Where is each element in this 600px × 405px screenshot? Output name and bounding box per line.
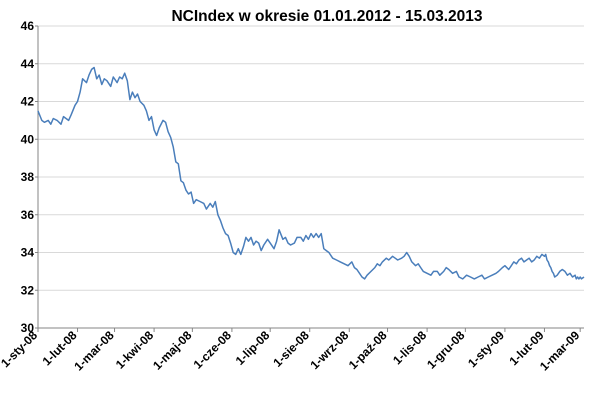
y-tick-label: 42 bbox=[21, 95, 35, 109]
x-tick-label: 1-kwi-08 bbox=[113, 328, 157, 372]
y-tick-label: 38 bbox=[21, 170, 35, 184]
x-tick-label: 1-maj-08 bbox=[150, 328, 195, 373]
x-tick-label: 1-sty-09 bbox=[465, 328, 507, 370]
x-tick-label: 1-wrz-08 bbox=[308, 328, 352, 372]
y-tick-label: 46 bbox=[21, 19, 35, 33]
x-tick-label: 1-lip-08 bbox=[233, 328, 273, 368]
y-tick-label: 36 bbox=[21, 208, 35, 222]
x-tick-label: 1-sie-08 bbox=[270, 328, 312, 370]
x-tick-label: 1-paź-08 bbox=[346, 328, 390, 372]
chart-title: NCIndex w okresie 01.01.2012 - 15.03.201… bbox=[171, 8, 482, 25]
gridlines bbox=[38, 25, 584, 291]
y-axis: 30 32 34 36 38 40 42 44 46 bbox=[21, 19, 39, 335]
x-tick-label: 1-mar-09 bbox=[537, 328, 583, 374]
x-tick-label: 1-gru-08 bbox=[424, 328, 468, 372]
y-tick-label: 32 bbox=[21, 283, 35, 297]
x-axis: 1-sty-08 1-lut-081-mar-081-kwi-081-maj-08… bbox=[0, 327, 584, 374]
series-line bbox=[37, 66, 585, 280]
y-tick-label: 34 bbox=[21, 246, 35, 260]
y-tick-label: 40 bbox=[21, 132, 35, 146]
series-layer bbox=[37, 66, 585, 280]
x-tick-label: 1-mar-08 bbox=[71, 328, 117, 374]
x-tick-label: 1-cze-08 bbox=[191, 328, 235, 372]
y-tick-label: 30 bbox=[21, 321, 35, 335]
y-tick-label: 44 bbox=[21, 57, 35, 71]
